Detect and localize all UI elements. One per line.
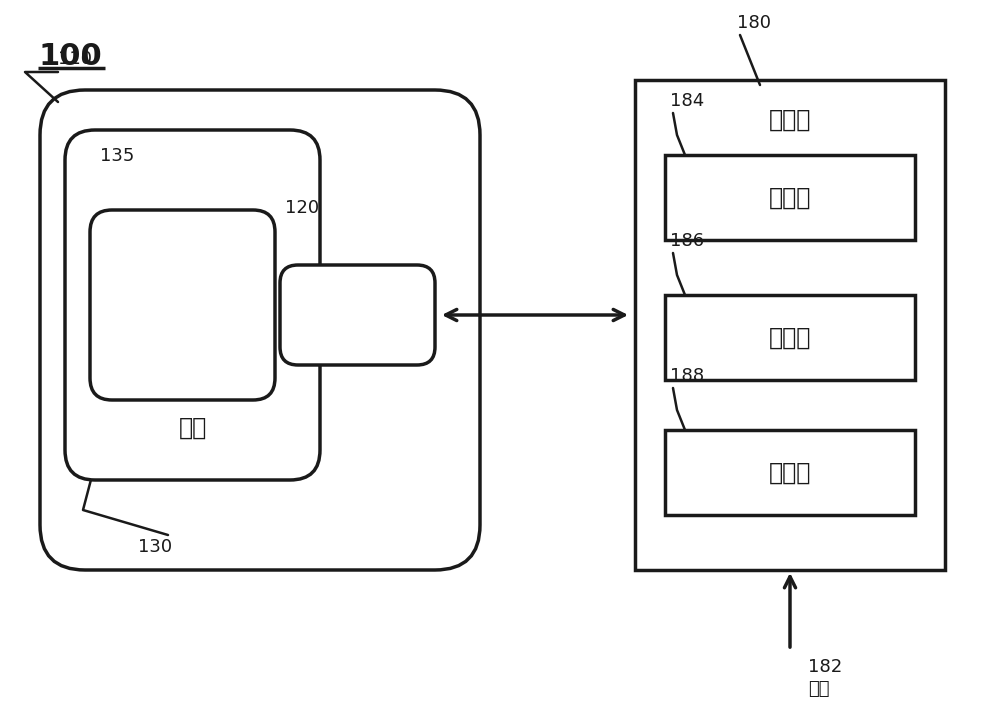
- Text: 手柄: 手柄: [343, 303, 372, 327]
- Bar: [665, 155, 915, 240]
- Bar: [665, 430, 915, 515]
- Text: 处理器: 处理器: [769, 185, 811, 209]
- FancyBboxPatch shape: [90, 210, 275, 400]
- Text: 182: 182: [808, 658, 842, 676]
- FancyBboxPatch shape: [280, 265, 435, 365]
- Bar: [665, 295, 915, 380]
- Text: 100: 100: [38, 42, 102, 71]
- Text: 外壳: 外壳: [808, 680, 830, 698]
- Text: 184: 184: [670, 92, 704, 110]
- Text: TEE: TEE: [189, 128, 255, 156]
- Text: 186: 186: [670, 232, 704, 250]
- Text: 胃镜: 胃镜: [178, 416, 207, 440]
- Text: 188: 188: [670, 367, 704, 385]
- Text: 存储器: 存储器: [769, 326, 811, 350]
- Text: 135: 135: [100, 147, 134, 165]
- FancyBboxPatch shape: [40, 90, 480, 570]
- Text: 探头: 探头: [255, 128, 288, 156]
- Text: 130: 130: [138, 538, 172, 556]
- Text: 控制台: 控制台: [769, 108, 811, 132]
- Text: 180: 180: [737, 14, 771, 32]
- Bar: [635, 80, 945, 570]
- Text: 换能器阵列: 换能器阵列: [149, 295, 216, 315]
- Text: 显示器: 显示器: [769, 461, 811, 484]
- Text: 110: 110: [58, 50, 92, 68]
- FancyBboxPatch shape: [65, 130, 320, 480]
- Text: 120: 120: [285, 199, 319, 217]
